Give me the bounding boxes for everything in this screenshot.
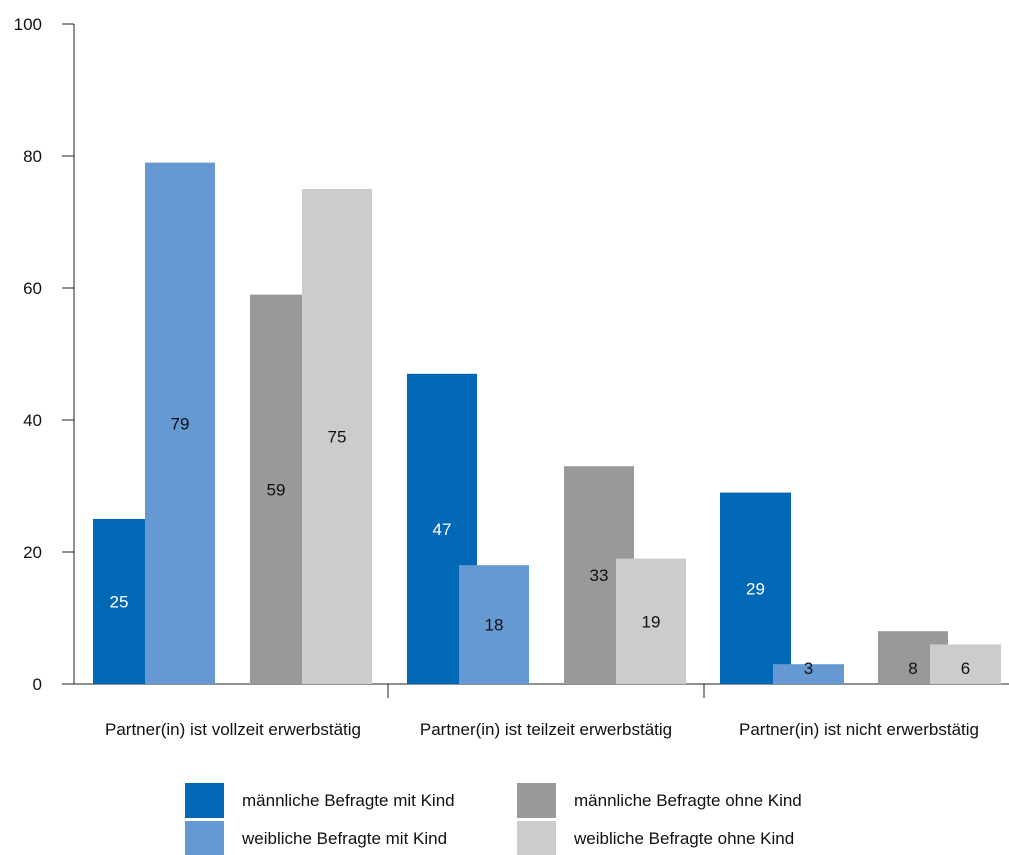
y-tick-label: 60: [23, 279, 42, 298]
y-tick-label: 100: [14, 15, 42, 34]
legend-item: männliche Befragte mit Kind: [185, 783, 455, 818]
bar: [145, 162, 215, 685]
y-tick-label: 20: [23, 543, 42, 562]
legend-label: männliche Befragte mit Kind: [242, 791, 455, 810]
bar-value-label: 79: [171, 414, 190, 433]
bar: [459, 565, 529, 684]
bar-value-label: 47: [433, 520, 452, 539]
bar-value-label: 29: [746, 579, 765, 598]
bar: [720, 492, 791, 684]
bar-value-label: 75: [328, 428, 347, 447]
y-tick-label: 40: [23, 411, 42, 430]
legend-label: weibliche Befragte ohne Kind: [573, 829, 794, 848]
legend-item: männliche Befragte ohne Kind: [517, 783, 802, 818]
legend-item: weibliche Befragte ohne Kind: [517, 821, 794, 855]
bar: [773, 664, 844, 684]
y-tick-label: 0: [33, 675, 42, 694]
bar: [250, 294, 302, 684]
legend-label: weibliche Befragte mit Kind: [241, 829, 447, 848]
bar-value-label: 25: [110, 593, 129, 612]
bar: [616, 558, 686, 684]
legend-swatch: [185, 783, 224, 818]
legend-swatch: [517, 821, 556, 855]
x-category-label: Partner(in) ist vollzeit erwerbstätig: [105, 720, 361, 739]
chart-bars: [93, 162, 1001, 685]
chart-axes: 0 20 40 60 80 100 Partner(in) ist vollzeit erw…: [14, 15, 1009, 739]
x-category-label: Partner(in) ist nicht erwerbstätig: [739, 720, 979, 739]
bar: [93, 519, 145, 684]
legend-label: männliche Befragte ohne Kind: [574, 791, 802, 810]
bar: [930, 644, 1001, 684]
legend-swatch: [185, 821, 224, 855]
legend-item: weibliche Befragte mit Kind: [185, 821, 447, 855]
bar-value-label: 8: [908, 659, 917, 678]
bar-value-label: 33: [590, 566, 609, 585]
y-tick-label: 80: [23, 147, 42, 166]
legend-swatch: [517, 783, 556, 818]
chart-value-labels: 25 79 59 75 47 18 33 19 29 3 8 6: [110, 414, 971, 678]
bar-value-label: 18: [485, 616, 504, 635]
bar-value-label: 19: [642, 612, 661, 631]
bar-value-label: 3: [804, 659, 813, 678]
bar-value-label: 59: [267, 480, 286, 499]
bar-value-label: 6: [961, 659, 970, 678]
bar: [302, 189, 372, 684]
chart-legend: männliche Befragte mit Kind weibliche Bef…: [185, 783, 802, 855]
x-category-label: Partner(in) ist teilzeit erwerbstätig: [420, 720, 672, 739]
